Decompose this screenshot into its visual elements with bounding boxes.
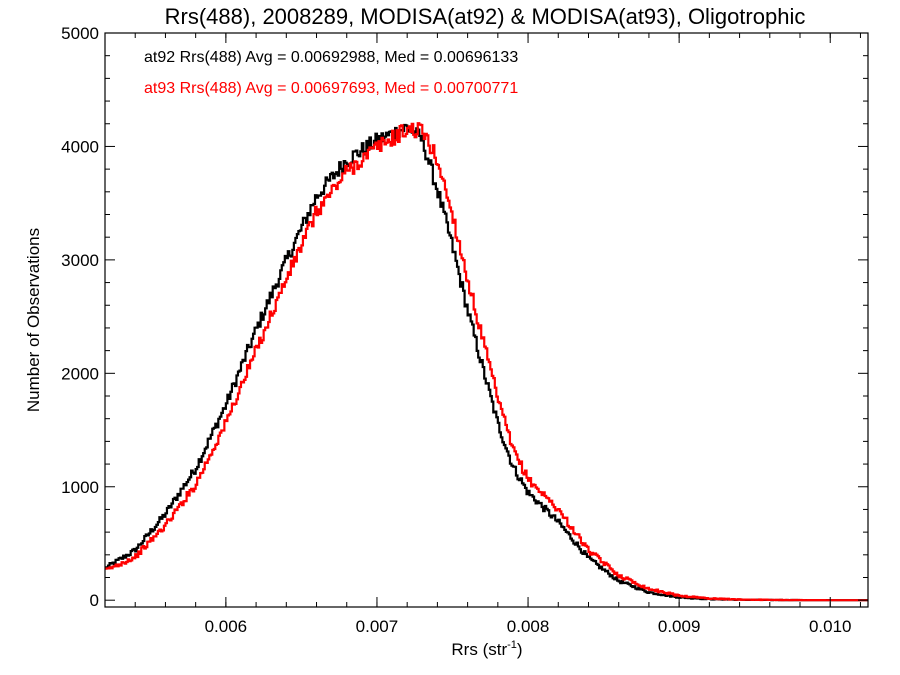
x-tick-label: 0.007	[356, 617, 399, 636]
x-tick-label: 0.008	[507, 617, 550, 636]
chart-title: Rrs(488), 2008289, MODISA(at92) & MODISA…	[165, 4, 806, 29]
x-axis-label-close: )	[517, 640, 523, 659]
y-tick-label: 1000	[61, 478, 99, 497]
y-axis-label: Number of Observations	[24, 228, 43, 412]
plot-frame	[104, 32, 869, 608]
legend-entry-at93: at93 Rrs(488) Avg = 0.00697693, Med = 0.…	[144, 80, 518, 97]
series-layer	[105, 122, 868, 602]
x-tick-label: 0.010	[809, 617, 852, 636]
ticks-layer: 0.006 0.007 0.008 0.009 0.010 0 1000 2000 3000 40…	[61, 24, 868, 636]
x-axis-label-main: Rrs (str	[451, 640, 507, 659]
x-tick-label: 0.006	[205, 617, 248, 636]
y-tick-label: 4000	[61, 137, 99, 156]
y-tick-label: 5000	[61, 24, 99, 43]
y-tick-label: 2000	[61, 364, 99, 383]
y-tick-label: 3000	[61, 251, 99, 270]
x-tick-label: 0.009	[658, 617, 701, 636]
legend: at92 Rrs(488) Avg = 0.00692988, Med = 0.…	[144, 49, 518, 97]
legend-entry-at92: at92 Rrs(488) Avg = 0.00692988, Med = 0.…	[144, 49, 518, 66]
x-axis-label-sup: -1	[507, 639, 517, 651]
y-tick-label: 0	[90, 591, 99, 610]
series-at92-histogram	[105, 123, 868, 602]
series-at93-histogram	[105, 122, 868, 602]
x-axis-label: Rrs (str-1)	[451, 639, 522, 659]
